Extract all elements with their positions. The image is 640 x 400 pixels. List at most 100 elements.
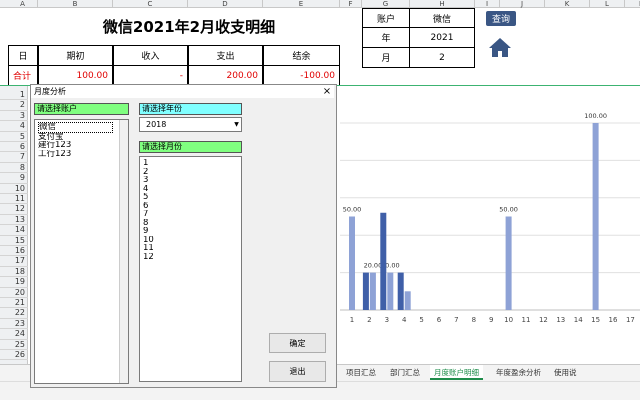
- x-tick-label: 16: [609, 316, 618, 324]
- x-tick-label: 17: [626, 316, 635, 324]
- column-header: F: [340, 0, 362, 8]
- month-option[interactable]: 6: [143, 201, 149, 210]
- table-header-cell: 收入: [113, 45, 188, 66]
- dialog: 月度分析 × 请选择账户 微信 支付宝 建行123 工行123 请选择年份 2018 ▼ 请选择月份…: [30, 84, 337, 388]
- month-list: 1 2 3 4 5 6 7 8 9 10 11 12: [139, 156, 242, 382]
- ok-button[interactable]: 确定: [269, 333, 326, 353]
- sheet-tab[interactable]: 月度账户明细: [430, 365, 483, 380]
- column-header: L: [590, 0, 625, 8]
- close-button: ×: [321, 85, 333, 98]
- month-option[interactable]: 8: [143, 218, 149, 227]
- month-option[interactable]: 7: [143, 210, 149, 219]
- account-option[interactable]: 微信: [38, 122, 113, 133]
- row-number: 22: [0, 308, 28, 319]
- bar: [387, 272, 394, 310]
- row-number: 15: [0, 236, 28, 246]
- bar: [397, 272, 404, 310]
- column-header: K: [545, 0, 590, 8]
- column-header: J: [500, 0, 545, 8]
- dropdown-arrow: ▼: [234, 121, 239, 128]
- data-label: 20.00: [364, 262, 383, 270]
- x-tick-label: 6: [437, 316, 442, 324]
- month-option[interactable]: 2: [143, 167, 149, 176]
- month-option[interactable]: 12: [143, 252, 154, 261]
- account-option[interactable]: 支付宝: [38, 132, 64, 141]
- row-number: 1: [0, 90, 28, 101]
- x-tick-label: 11: [522, 316, 531, 324]
- row-number: 14: [0, 225, 28, 236]
- month-option[interactable]: 11: [143, 244, 154, 253]
- sheet-tab[interactable]: 项目汇总: [346, 368, 376, 377]
- row-number: 24: [0, 329, 28, 340]
- row-number: 11: [0, 194, 28, 205]
- row-number: 18: [0, 267, 28, 278]
- column-header: E: [263, 0, 340, 8]
- bar: [362, 272, 369, 310]
- bar: [380, 212, 387, 310]
- row-number: 9: [0, 173, 28, 184]
- month-option[interactable]: 5: [143, 193, 149, 202]
- row-number: 5: [0, 132, 28, 142]
- bar: [349, 216, 355, 310]
- row-number: 13: [0, 215, 28, 226]
- bar: [404, 291, 411, 310]
- x-tick-label: 10: [504, 316, 513, 324]
- account-list: 微信 支付宝 建行123 工行123: [34, 119, 129, 384]
- x-tick-label: 14: [574, 316, 583, 324]
- info-cell: 账户: [362, 8, 410, 28]
- row-number: 7: [0, 152, 28, 163]
- month-option[interactable]: 10: [143, 235, 154, 244]
- month-option[interactable]: 1: [143, 159, 149, 168]
- home-icon[interactable]: [487, 36, 513, 58]
- data-label: 50.00: [343, 206, 362, 214]
- row-number: 6: [0, 142, 28, 153]
- column-header: D: [188, 0, 263, 8]
- x-tick-label: 9: [489, 316, 493, 324]
- info-cell: 月: [362, 48, 410, 68]
- row-number: 26: [0, 350, 28, 361]
- account-option[interactable]: 建行123: [38, 141, 72, 150]
- data-label: 50.00: [499, 206, 518, 214]
- bar: [592, 123, 599, 310]
- sheet-title: 微信2021年2月收支明细: [102, 17, 276, 36]
- sheet-tab[interactable]: 使用说: [554, 368, 577, 377]
- month-option[interactable]: 3: [143, 176, 149, 185]
- column-header: M: [625, 0, 640, 8]
- x-tick-label: 8: [472, 316, 476, 324]
- table-header-cell: 支出: [188, 45, 263, 66]
- x-tick-label: 5: [419, 316, 423, 324]
- x-tick-label: 2: [367, 316, 371, 324]
- row-number: 25: [0, 340, 28, 350]
- month-option[interactable]: 4: [143, 184, 149, 193]
- dialog-title: 月度分析: [31, 85, 334, 98]
- table-header-cell: 期初: [38, 45, 113, 66]
- row-number: 17: [0, 256, 28, 267]
- bar: [505, 216, 512, 310]
- column-header: B: [38, 0, 113, 8]
- query-button[interactable]: 查询: [486, 11, 516, 26]
- table-header-cell: 日: [8, 45, 38, 66]
- row-number: 21: [0, 298, 28, 309]
- sheet-tab[interactable]: 部门汇总: [390, 368, 420, 377]
- month-option[interactable]: 9: [143, 227, 149, 236]
- row-number: 20: [0, 288, 28, 298]
- x-tick-label: 12: [539, 316, 548, 324]
- column-header: A: [8, 0, 38, 8]
- row-number: 16: [0, 246, 28, 257]
- info-cell: 微信: [410, 8, 475, 28]
- row-number: 4: [0, 121, 28, 132]
- sheet-tab[interactable]: 年度盈余分析: [496, 368, 541, 377]
- account-option[interactable]: 工行123: [38, 149, 72, 158]
- column-header-bar: [0, 0, 640, 8]
- table-header-cell: 结余: [263, 45, 340, 66]
- cancel-button[interactable]: 退出: [269, 361, 326, 382]
- info-cell: 2: [410, 48, 475, 68]
- column-header: G: [362, 0, 410, 8]
- column-header: C: [113, 0, 188, 8]
- row-number: 2: [0, 100, 28, 111]
- year-combobox[interactable]: 2018: [139, 117, 242, 132]
- x-tick-label: 4: [402, 316, 407, 324]
- info-cell: 2021: [410, 28, 475, 48]
